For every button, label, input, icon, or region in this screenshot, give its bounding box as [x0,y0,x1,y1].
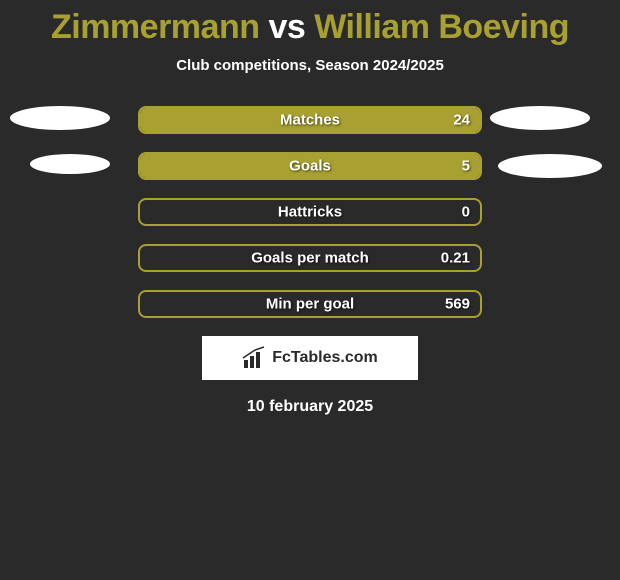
stat-value: 24 [453,112,470,129]
player1-name: Zimmermann [51,8,260,46]
vs-separator: vs [268,8,305,46]
snapshot-date: 10 february 2025 [0,398,620,416]
stat-value: 0 [462,204,470,221]
logo-text: FcTables.com [272,349,378,367]
stat-label: Goals per match [251,250,369,267]
player2-name: William Boeving [314,8,569,46]
stats-container: Matches 24 Goals 5 Hattricks 0 Goals per match… [138,106,482,318]
bar-chart-icon [242,346,266,370]
stat-bar: Min per goal 569 [138,290,482,318]
stat-label: Hattricks [278,204,342,221]
stat-bar: Goals 5 [138,152,482,180]
stat-label: Min per goal [266,296,354,313]
stat-label: Goals [289,158,331,175]
stat-label: Matches [280,112,340,129]
stat-bar: Matches 24 [138,106,482,134]
comparison-title: Zimmermann vs William Boeving [0,0,620,47]
stat-bar: Hattricks 0 [138,198,482,226]
season-subtitle: Club competitions, Season 2024/2025 [0,57,620,74]
stat-value: 0.21 [441,250,470,267]
chart-area: Matches 24 Goals 5 Hattricks 0 Goals per match… [0,106,620,318]
stat-value: 5 [462,158,470,175]
decorative-ellipse [498,154,602,178]
fctables-logo[interactable]: FcTables.com [202,336,418,380]
decorative-ellipse [10,106,110,130]
decorative-ellipse [490,106,590,130]
stat-bar: Goals per match 0.21 [138,244,482,272]
stat-value: 569 [445,296,470,313]
decorative-ellipse [30,154,110,174]
